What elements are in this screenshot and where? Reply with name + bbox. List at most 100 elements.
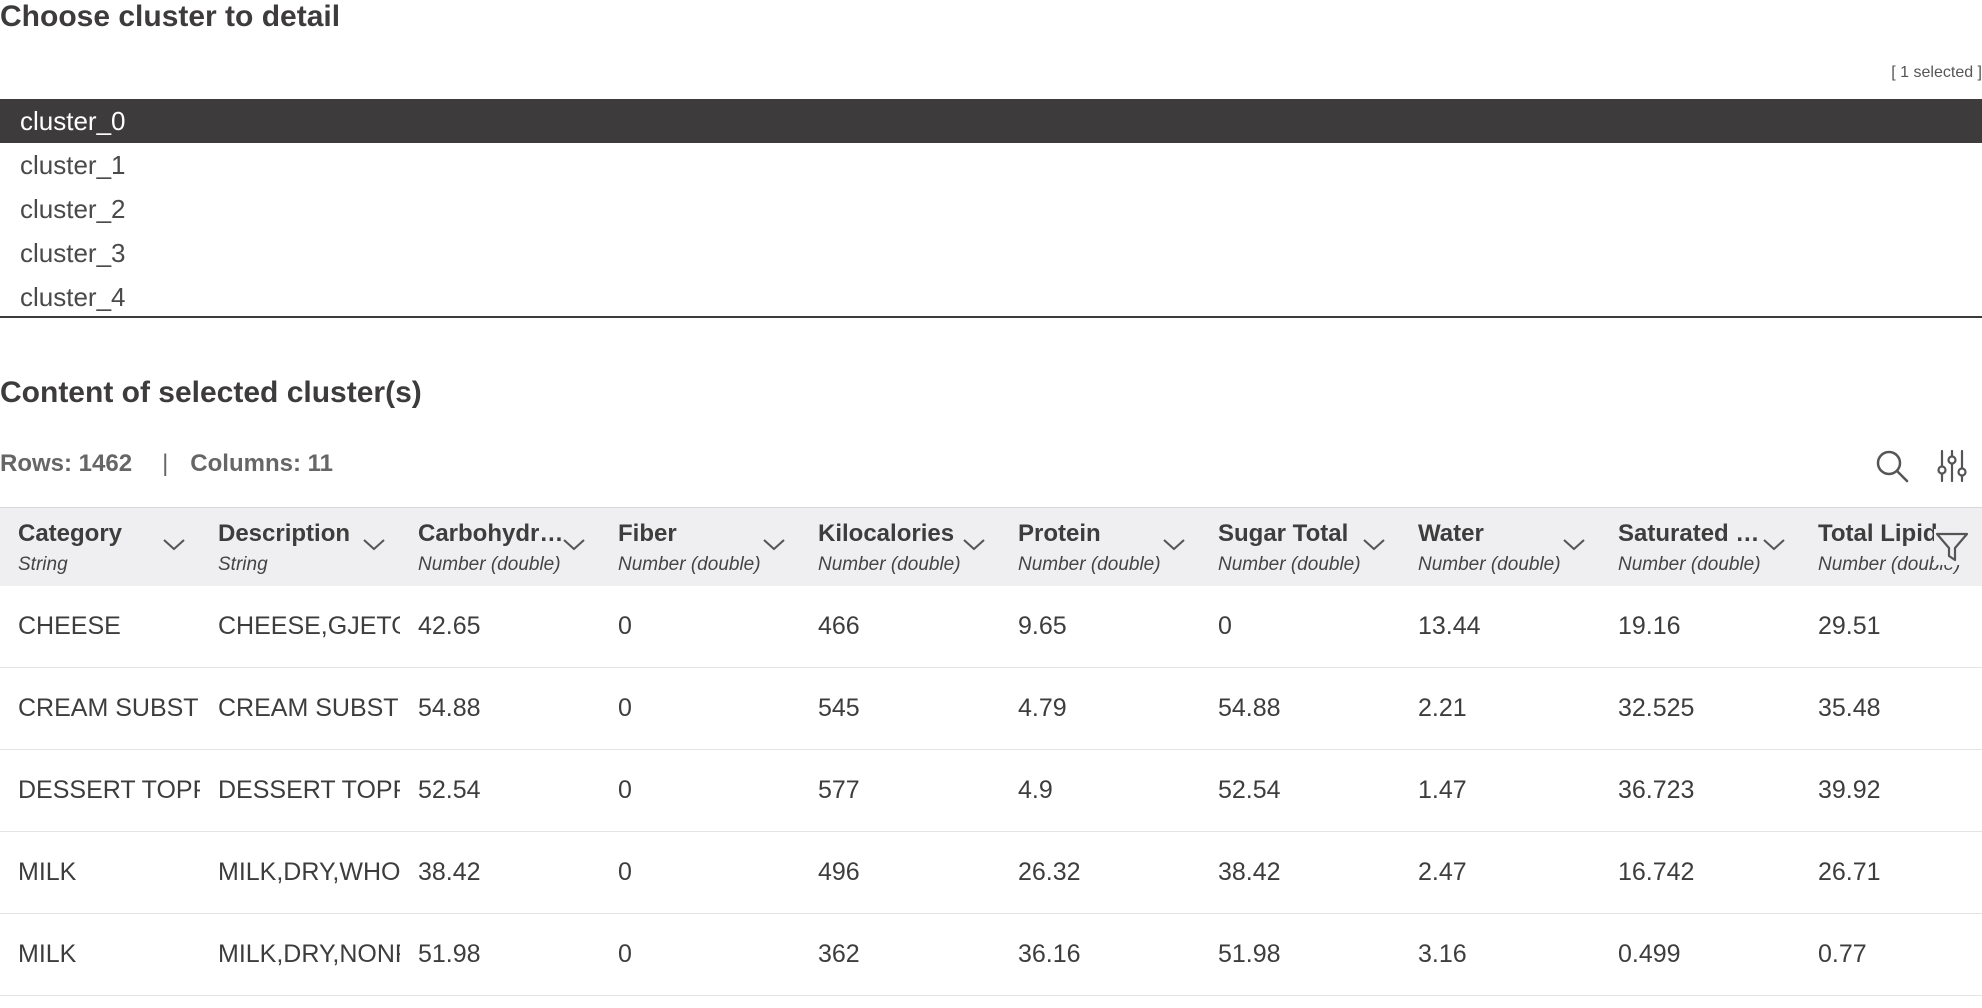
column-name: Saturated Fat — [1618, 520, 1768, 547]
cluster-item[interactable]: cluster_4 — [20, 282, 126, 312]
cluster-content-title: Content of selected cluster(s) — [0, 376, 422, 409]
filter-icon[interactable] — [1934, 529, 1970, 565]
table-row[interactable]: MILK MILK,DRY,WHOLE 38.42 0 496 26.32 38.42 2.4… — [0, 831, 1982, 914]
table-row[interactable]: CREAM SUBSTITUTE CREAM SUBSTITUTE 54.88 0 54… — [0, 667, 1982, 750]
table-cell: DESSERT TOPPING — [18, 776, 200, 804]
column-type: Number (double) — [1618, 554, 1761, 575]
table-cell: 4.9 — [1018, 776, 1053, 804]
column-name: Sugar Total — [1218, 520, 1349, 547]
table-cell: 0 — [1218, 612, 1232, 640]
column-header[interactable]: Saturated Fat Number (double) — [1600, 508, 1800, 586]
row-count: Rows: 1462 — [0, 450, 133, 477]
table-cell: 54.88 — [418, 694, 481, 722]
column-name: Description — [218, 520, 351, 547]
column-header[interactable]: Sugar Total Number (double) — [1200, 508, 1400, 586]
table-cell: MILK — [18, 858, 77, 886]
column-header[interactable]: Carbohydrate Number (double) — [400, 508, 600, 586]
column-type: Number (double) — [818, 554, 961, 575]
data-table: Category String Description String Carbohydr… — [0, 507, 1982, 1008]
column-name: Kilocalories — [818, 520, 955, 547]
table-cell: 13.44 — [1418, 612, 1481, 640]
table-row[interactable]: CHEESE CHEESE,GJETOST 42.65 0 466 9.65 0 13.44 1… — [0, 585, 1982, 668]
table-cell: 362 — [818, 940, 860, 968]
table-cell: 54.88 — [1218, 694, 1281, 722]
column-name: Protein — [1018, 520, 1101, 547]
column-type: Number (double) — [1018, 554, 1161, 575]
table-cell: 32.525 — [1618, 694, 1695, 722]
cluster-item[interactable]: cluster_0 — [0, 99, 1982, 143]
table-cell: 36.16 — [1018, 940, 1081, 968]
table-cell: MILK,DRY,WHOLE — [218, 858, 400, 886]
table-cell: 36.723 — [1618, 776, 1695, 804]
table-cell: 42.65 — [418, 612, 481, 640]
table-cell: CHEESE,GJETOST — [218, 612, 400, 640]
table-cell: MILK — [18, 940, 77, 968]
chevron-down-icon[interactable] — [960, 534, 988, 554]
column-header[interactable]: Water Number (double) — [1400, 508, 1600, 586]
table-cell: 29.51 — [1818, 612, 1881, 640]
table-row[interactable]: MILK MILK,DRY,NONFAT 51.98 0 362 36.16 51.98 3.… — [0, 913, 1982, 996]
table-cell: 0 — [618, 858, 632, 886]
table-cell: 0.499 — [1618, 940, 1681, 968]
search-icon[interactable] — [1874, 448, 1910, 484]
column-header[interactable]: Fiber Number (double) — [600, 508, 800, 586]
table-cell: MILK,DRY,NONFAT — [218, 940, 400, 968]
cluster-item[interactable]: cluster_2 — [20, 194, 126, 224]
column-type: Number (double) — [1418, 554, 1561, 575]
chevron-down-icon[interactable] — [1160, 534, 1188, 554]
chevron-down-icon[interactable] — [360, 534, 388, 554]
column-name: Category — [18, 520, 123, 547]
table-cell: 39.92 — [1818, 776, 1881, 804]
table-cell: 19.16 — [1618, 612, 1681, 640]
table-cell: 51.98 — [418, 940, 481, 968]
column-header[interactable]: Description String — [200, 508, 400, 586]
table-cell: 466 — [818, 612, 860, 640]
table-cell: 496 — [818, 858, 860, 886]
table-row[interactable]: DESSERT TOPPING DESSERT TOPPING 52.54 0 577 4… — [0, 749, 1982, 832]
column-header[interactable]: Protein Number (double) — [1000, 508, 1200, 586]
column-type: Number (double) — [418, 554, 561, 575]
chevron-down-icon[interactable] — [1560, 534, 1588, 554]
cluster-list[interactable]: cluster_0 cluster_1 cluster_2 cluster_3 … — [0, 99, 1982, 318]
selected-count-label: [ 1 selected ] — [1891, 64, 1982, 81]
cluster-item[interactable]: cluster_1 — [20, 150, 126, 180]
chevron-down-icon[interactable] — [160, 534, 188, 554]
chevron-down-icon[interactable] — [760, 534, 788, 554]
table-cell: 0 — [618, 940, 632, 968]
table-cell: 0 — [618, 694, 632, 722]
table-cell: CREAM SUBSTITUTE — [218, 694, 400, 722]
column-count: Columns: 11 — [190, 450, 333, 477]
column-header[interactable]: Kilocalories Number (double) — [800, 508, 1000, 586]
cluster-item[interactable]: cluster_3 — [20, 238, 126, 268]
table-cell: 0 — [618, 776, 632, 804]
table-cell: 2.21 — [1418, 694, 1467, 722]
table-cell: 9.65 — [1018, 612, 1067, 640]
info-separator: | — [162, 450, 169, 477]
table-cell: 51.98 — [1218, 940, 1281, 968]
column-type: String — [218, 554, 268, 575]
chevron-down-icon[interactable] — [1760, 534, 1788, 554]
table-cell: 35.48 — [1818, 694, 1881, 722]
table-cell: 38.42 — [1218, 858, 1281, 886]
table-cell: CREAM SUBSTITUTE — [18, 694, 200, 722]
table-cell: 3.16 — [1418, 940, 1467, 968]
column-header[interactable]: Category String — [0, 508, 200, 586]
table-cell: 0 — [618, 612, 632, 640]
column-name: Water — [1418, 520, 1484, 547]
table-cell: 26.32 — [1018, 858, 1081, 886]
table-cell: 52.54 — [418, 776, 481, 804]
column-type: String — [18, 554, 68, 575]
table-cell: 577 — [818, 776, 860, 804]
table-cell: 52.54 — [1218, 776, 1281, 804]
column-type: Number (double) — [618, 554, 761, 575]
column-name: Fiber — [618, 520, 677, 547]
column-name: Carbohydrate — [418, 520, 568, 547]
table-cell: 0.77 — [1818, 940, 1867, 968]
table-cell: 1.47 — [1418, 776, 1467, 804]
table-cell: 4.79 — [1018, 694, 1067, 722]
cluster-chooser-title: Choose cluster to detail — [0, 0, 341, 33]
sliders-icon[interactable] — [1934, 448, 1970, 484]
chevron-down-icon[interactable] — [560, 534, 588, 554]
table-cell: DESSERT TOPPING — [218, 776, 400, 804]
chevron-down-icon[interactable] — [1360, 534, 1388, 554]
